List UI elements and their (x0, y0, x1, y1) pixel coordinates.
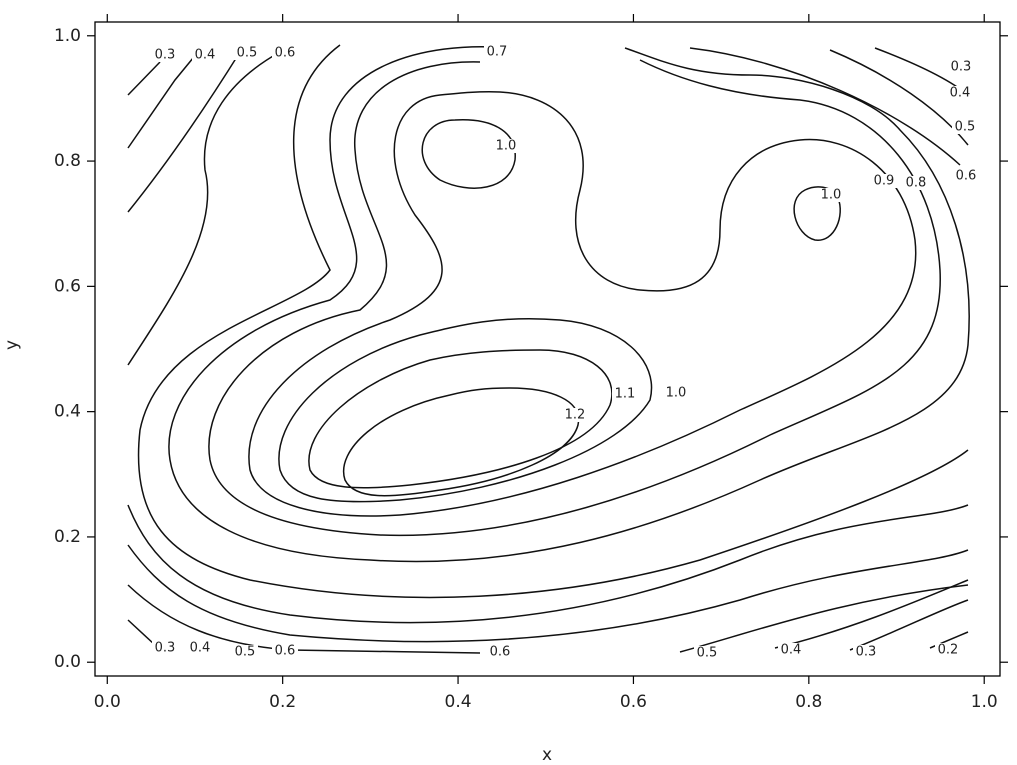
contour-line (308, 349, 613, 489)
contour-line (127, 51, 281, 366)
contour-label-bg (953, 169, 979, 183)
contour-label: 0.6 (956, 169, 977, 184)
contour-label-bg (663, 386, 689, 400)
x-tick-label: 0.6 (620, 692, 647, 712)
x-tick-label: 0.8 (795, 692, 822, 712)
contour-line (679, 584, 969, 653)
contour-label-bg (947, 86, 973, 100)
contour-label-bg (234, 46, 260, 60)
contour-label: 0.5 (697, 646, 718, 661)
contour-label-bg (562, 408, 588, 422)
contour-label: 0.6 (490, 645, 511, 660)
contour-label: 0.4 (195, 48, 216, 63)
contour-label: 0.4 (950, 86, 971, 101)
contour-label: 0.5 (237, 46, 258, 61)
contour-line (689, 47, 961, 166)
contour-label-bg (612, 387, 638, 401)
contour-line (342, 387, 580, 497)
contour-line (127, 619, 156, 646)
x-tick-label: 0.0 (94, 692, 121, 712)
contour-label-bg (818, 188, 844, 202)
contour-label-bg (853, 645, 879, 659)
contour-label-bg (192, 48, 218, 62)
contour-label: 0.3 (155, 641, 176, 656)
contour-line (849, 599, 969, 651)
y-tick-label: 0.0 (54, 652, 81, 672)
contour-label: 0.6 (275, 644, 296, 659)
contour-label: 0.3 (155, 48, 176, 63)
contour-label: 1.0 (496, 139, 517, 154)
contour-label: 0.9 (874, 174, 895, 189)
contour-label-bg (272, 46, 298, 60)
contour-label-bg (484, 45, 510, 59)
contour-line (168, 46, 970, 563)
contour-line (793, 186, 841, 241)
contour-label-bg (487, 645, 513, 659)
contour-line (774, 579, 969, 649)
contour-label-bg (952, 120, 978, 134)
x-tick-label: 1.0 (971, 692, 998, 712)
contour-label: 1.0 (821, 188, 842, 203)
contour-label: 0.3 (856, 645, 877, 660)
contour-label: 0.4 (781, 643, 802, 658)
contour-label-bg (272, 644, 298, 658)
contour-label: 0.5 (235, 645, 256, 660)
y-tick-label: 0.4 (54, 402, 81, 422)
x-axis-label: x (542, 745, 552, 765)
contour-label: 0.3 (951, 60, 972, 75)
contour-label-bg (187, 641, 213, 655)
contour-line (208, 59, 941, 537)
contour-line (127, 544, 969, 643)
x-tick-label: 0.4 (445, 692, 472, 712)
contour-label-bg (778, 643, 804, 657)
contour-label: 1.0 (666, 386, 687, 401)
contour-label: 1.1 (615, 387, 636, 402)
contour-label-bg (935, 643, 961, 657)
contour-label-bg (903, 176, 929, 190)
contour-label: 0.7 (487, 45, 508, 60)
contour-label: 0.6 (275, 46, 296, 61)
contour-line (127, 504, 969, 624)
contour-label-bg (152, 48, 178, 62)
y-tick-label: 0.6 (54, 276, 81, 296)
y-axis-label: y (2, 340, 22, 350)
contour-label: 0.5 (955, 120, 976, 135)
contour-label-bg (694, 646, 720, 660)
contour-line (248, 91, 917, 517)
x-tick-label: 0.2 (269, 692, 296, 712)
contour-label: 0.4 (190, 641, 211, 656)
plot-frame (94, 21, 1001, 677)
contour-label: 0.8 (906, 176, 927, 191)
contour-label-bg (232, 645, 258, 659)
contour-label: 1.2 (565, 408, 586, 423)
contour-line (137, 44, 969, 599)
contour-label-bg (152, 641, 178, 655)
y-tick-label: 0.8 (54, 151, 81, 171)
contour-label-bg (948, 60, 974, 74)
contour-line (127, 584, 481, 654)
contour-line (127, 51, 241, 213)
contour-label: 0.2 (938, 643, 959, 658)
y-tick-label: 0.2 (54, 527, 81, 547)
contour-line (421, 119, 516, 189)
contour-label-bg (493, 139, 519, 153)
contour-line (278, 317, 653, 503)
contour-line (127, 51, 199, 149)
contour-line (127, 61, 161, 96)
y-tick-label: 1.0 (54, 26, 81, 46)
contour-lines (127, 44, 970, 654)
contour-label-bg (871, 174, 897, 188)
